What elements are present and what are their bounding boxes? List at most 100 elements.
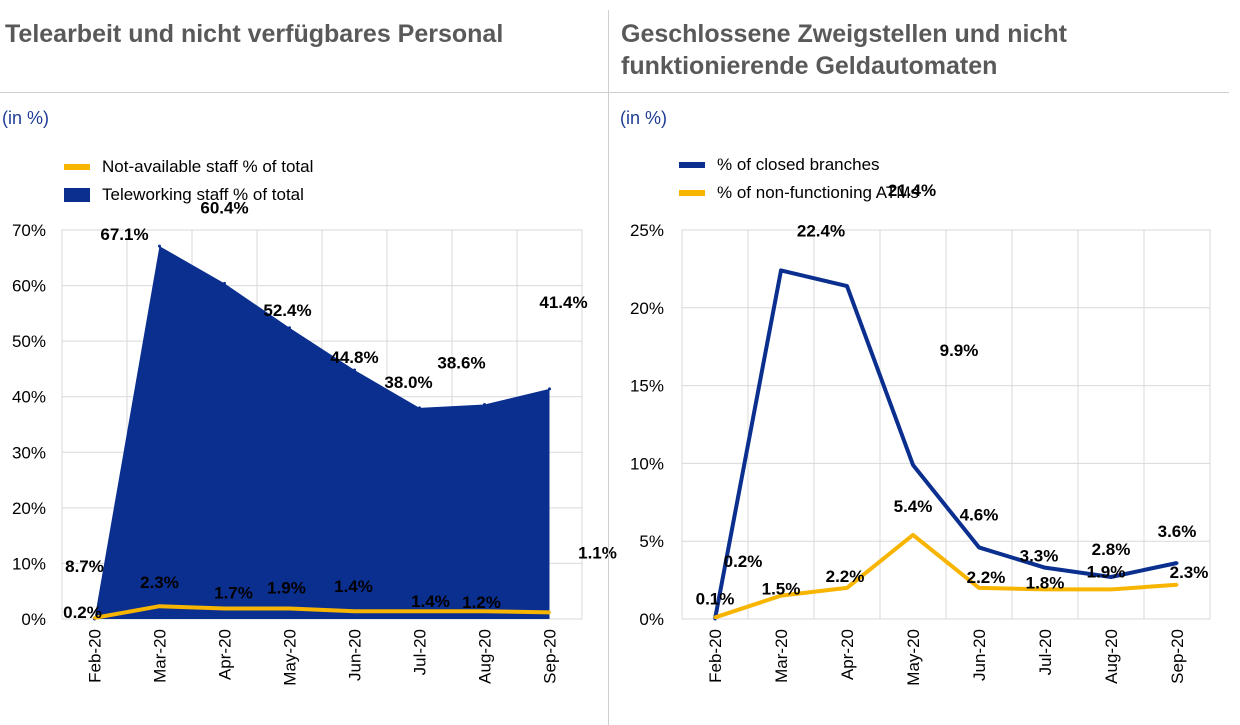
left-series-1-data-label: 1.4% — [411, 592, 450, 611]
right-series-1-point — [1043, 587, 1047, 591]
left-series-1-point — [288, 606, 291, 610]
right-series-0-line — [713, 268, 1178, 620]
left-x-tick-label: Apr-20 — [216, 629, 235, 680]
right-series-1-data-label: 1.9% — [1087, 562, 1126, 581]
left-legend-label: Not-available staff % of total — [102, 157, 314, 176]
left-series-1-data-label: 1.9% — [267, 578, 306, 597]
left-x-tick-label: Jun-20 — [346, 629, 365, 681]
left-series-0-data-label: 8.7% — [65, 557, 104, 576]
left-series-0-data-label: 67.1% — [100, 225, 148, 244]
left-legend: Not-available staff % of total Teleworki… — [64, 153, 313, 209]
right-panel: Geschlossene Zweigstellen und nicht funk… — [609, 0, 1240, 725]
right-series-1-data-label: 1.5% — [762, 580, 801, 599]
panel-divider — [608, 10, 609, 725]
right-x-tick-label: May-20 — [904, 629, 923, 686]
left-y-tick-label: 30% — [12, 443, 46, 462]
right-series-0-data-label: 21.4% — [888, 181, 936, 200]
right-series-0-data-label: 2.8% — [1092, 540, 1131, 559]
right-y-tick-label: 25% — [630, 221, 664, 240]
left-y-tick-label: 10% — [12, 554, 46, 573]
left-chart: 70% 60% 50% 40% 30% 20% 10% 0% Feb-20 Mar-20 Apr-2… — [12, 198, 617, 686]
right-series-1-point — [1175, 583, 1179, 587]
left-y-tick-label: 50% — [12, 332, 46, 351]
right-series-0-point — [779, 268, 783, 272]
right-x-tick-label: Jul-20 — [1036, 629, 1055, 675]
right-legend-item-atms: % of non-functioning ATMs — [679, 179, 919, 207]
right-series-1-data-label: 2.2% — [967, 568, 1006, 587]
right-chart-title: Geschlossene Zweigstellen und nicht funk… — [621, 18, 1221, 82]
right-series-1-data-label: 2.3% — [1170, 563, 1209, 582]
left-x-tick-label: Mar-20 — [151, 629, 170, 683]
yellow-line-swatch-icon — [679, 190, 705, 196]
right-series-0-data-label: 3.6% — [1158, 522, 1197, 541]
left-legend-item-not-available: Not-available staff % of total — [64, 153, 313, 181]
left-unit-label: (in %) — [2, 108, 50, 128]
left-x-tick-label: Aug-20 — [476, 629, 495, 684]
left-x-tick-label: Sep-20 — [541, 629, 560, 684]
right-y-tick-label: 20% — [630, 299, 664, 318]
right-title-line-1: Geschlossene Zweigstellen und nicht — [621, 20, 1067, 48]
right-series-1-data-label: 5.4% — [894, 497, 933, 516]
left-series-1-point — [223, 606, 226, 610]
right-legend: % of closed branches % of non-functionin… — [679, 151, 919, 207]
right-y-tick-label: 0% — [639, 610, 664, 629]
left-series-1-data-label: 1.7% — [214, 583, 253, 602]
right-series-1-point — [845, 586, 849, 590]
left-series-0-point — [223, 281, 226, 285]
right-series-0-point — [845, 284, 849, 288]
left-series-1-point — [93, 616, 96, 620]
right-title-line-2: funktionierende Geldautomaten — [621, 52, 998, 80]
left-series-1-point — [353, 609, 356, 613]
right-series-0-data-label: 0.2% — [724, 552, 763, 571]
left-series-0-data-label: 41.4% — [539, 293, 587, 312]
right-y-tick-label: 15% — [630, 377, 664, 396]
right-legend-label: % of non-functioning ATMs — [717, 183, 919, 202]
navy-area-swatch-icon — [64, 188, 90, 202]
right-series-1-point — [911, 533, 915, 537]
left-series-0-point — [548, 387, 551, 391]
left-x-tick-label: May-20 — [281, 629, 300, 686]
navy-line-swatch-icon — [679, 162, 705, 168]
left-series-1-line — [94, 604, 550, 620]
left-x-tick-label: Feb-20 — [86, 629, 105, 683]
right-series-0-data-label: 22.4% — [797, 221, 845, 240]
right-series-0-data-label: 9.9% — [940, 341, 979, 360]
right-series-1-line — [714, 532, 1178, 620]
right-unit-label: (in %) — [620, 108, 668, 128]
left-series-0-point — [353, 368, 356, 372]
right-series-0-data-label: 3.3% — [1020, 547, 1059, 566]
right-x-tick-label: Aug-20 — [1102, 629, 1121, 684]
left-y-tick-label: 20% — [12, 499, 46, 518]
left-series-0-data-label: 52.4% — [263, 301, 311, 320]
right-series-0-point — [1175, 561, 1179, 565]
left-series-0-area — [94, 246, 550, 619]
right-series-0-point — [977, 545, 981, 549]
right-series-0-point — [1109, 575, 1113, 579]
left-series-1-data-label: 1.1% — [578, 543, 617, 562]
right-series-1-point — [977, 586, 981, 590]
right-series-1-point — [779, 594, 783, 598]
right-series-1-data-label: 1.8% — [1026, 573, 1065, 592]
left-series-0-point — [288, 326, 291, 330]
right-chart: 25% 20% 15% 10% 5% 0% Feb-20 Mar-20 Apr-20 May-20… — [630, 181, 1211, 686]
left-series-0-point — [158, 244, 161, 248]
right-title-divider — [609, 92, 1229, 93]
right-series-0-data-label: 4.6% — [960, 505, 999, 524]
right-series-1-data-label: 2.2% — [826, 567, 865, 586]
left-chart-title: Telearbeit und nicht verfügbares Persona… — [5, 20, 504, 48]
left-series-1-point — [483, 609, 486, 613]
left-series-1-point — [548, 610, 551, 614]
left-series-1-point — [418, 609, 421, 613]
left-legend-label: Teleworking staff % of total — [102, 185, 304, 204]
right-x-tick-label: Jun-20 — [970, 629, 989, 681]
left-title-divider — [0, 92, 608, 93]
left-y-tick-label: 60% — [12, 277, 46, 296]
right-y-tick-label: 10% — [630, 454, 664, 473]
right-series-0-point — [911, 463, 915, 467]
left-y-tick-label: 70% — [12, 221, 46, 240]
left-series-1-point — [158, 604, 161, 608]
left-panel: Telearbeit und nicht verfügbares Persona… — [0, 0, 617, 725]
yellow-line-swatch-icon — [64, 164, 90, 170]
left-series-0-point — [483, 402, 486, 406]
left-y-tick-label: 0% — [21, 610, 46, 629]
